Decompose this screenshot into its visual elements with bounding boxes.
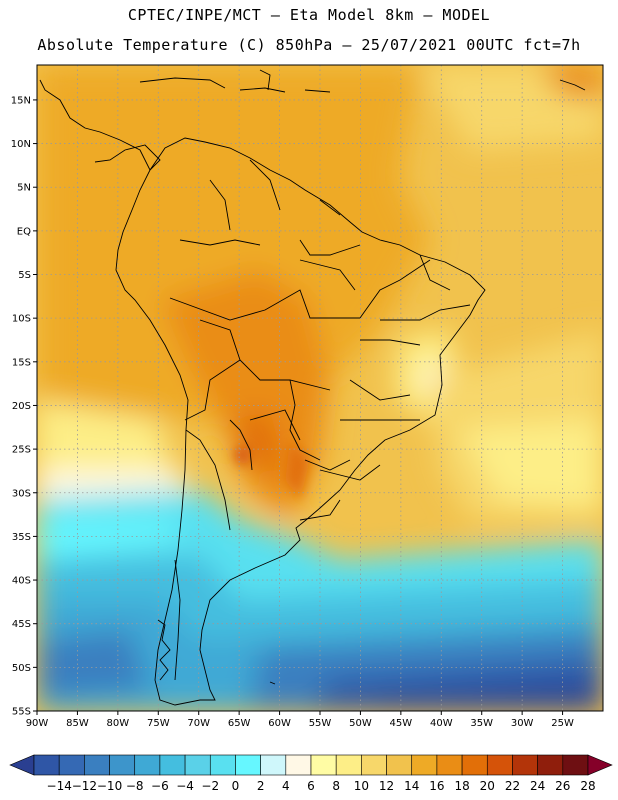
lon-tick-label: 60W	[268, 718, 291, 729]
colorbar-swatch	[209, 754, 236, 776]
colorbar-label: −12	[72, 779, 97, 793]
coastlines	[39, 69, 586, 706]
colorbar-label: −8	[126, 779, 144, 793]
colorbar-label: 18	[454, 779, 469, 793]
lat-tick-label: 10N	[11, 139, 31, 150]
lon-tick-label: 90W	[26, 718, 49, 729]
colorbar-label: −14	[47, 779, 72, 793]
colorbar-swatch	[386, 754, 413, 776]
lat-tick-label: 5S	[18, 270, 31, 281]
lon-tick-label: 75W	[147, 718, 170, 729]
colorbar-label: 10	[354, 779, 369, 793]
lon-tick-label: 80W	[107, 718, 130, 729]
colorbar-swatch	[537, 754, 564, 776]
colorbar-swatch	[58, 754, 85, 776]
lat-tick-label: 40S	[12, 576, 31, 587]
lat-tick-label: 25S	[12, 445, 31, 456]
lat-tick-label: 15N	[11, 95, 31, 106]
colorbar-label: 28	[580, 779, 595, 793]
colorbar-swatch	[411, 754, 438, 776]
colorbar-swatch	[361, 754, 387, 776]
colorbar-label: 16	[429, 779, 444, 793]
colorbar-swatch	[461, 754, 488, 776]
temperature-field	[37, 65, 603, 711]
colorbar-swatch	[134, 754, 161, 776]
colorbar-swatch	[260, 754, 287, 776]
colorbar-swatch	[159, 754, 186, 776]
colorbar-max-arrow	[587, 754, 613, 776]
map-subtitle: Absolute Temperature (C) 850hPa – 25/07/…	[37, 36, 581, 54]
colorbar-label: −2	[201, 779, 219, 793]
colorbar-swatch	[184, 754, 211, 776]
colorbar-swatch	[310, 754, 337, 776]
lat-tick-label: 30S	[12, 488, 31, 499]
colorbar-swatch	[436, 754, 463, 776]
map-title: CPTEC/INPE/MCT – Eta Model 8km – MODEL	[127, 6, 491, 24]
colorbar-label: 0	[232, 779, 240, 793]
lat-tick-label: 55S	[12, 707, 31, 718]
colorbar-label: 8	[332, 779, 340, 793]
colorbar-swatch	[235, 754, 261, 776]
lat-tick-label: 10S	[12, 314, 31, 325]
colorbar-swatch	[109, 754, 136, 776]
longitude-axis: 90W 85W 80W 75W 70W 65W 60W 55W 50W 45W 40W 35W 30W 2…	[26, 711, 574, 729]
colorbar-swatch	[335, 754, 362, 776]
colorbar-label: 20	[480, 779, 495, 793]
lon-tick-label: 55W	[309, 718, 332, 729]
colorbar-label: 24	[530, 779, 545, 793]
lat-tick-label: 35S	[12, 532, 31, 543]
lat-tick-label: 20S	[12, 401, 31, 412]
colorbar-swatch	[33, 754, 60, 776]
lon-tick-label: 45W	[390, 718, 413, 729]
lat-tick-label: 50S	[12, 663, 31, 674]
colorbar-swatch	[486, 754, 513, 776]
colorbar: −14 −12 −10 −8 −6 −4 −2 0 2 4 6 8 10 12 14 16 18 20 22 24 26…	[9, 754, 613, 793]
colorbar-label: 6	[307, 779, 315, 793]
lon-tick-label: 30W	[511, 718, 534, 729]
colorbar-label: 12	[379, 779, 394, 793]
colorbar-label: 26	[555, 779, 570, 793]
lon-tick-label: 70W	[187, 718, 210, 729]
lon-tick-label: 50W	[349, 718, 372, 729]
colorbar-label: 22	[505, 779, 520, 793]
lat-tick-label: 15S	[12, 357, 31, 368]
lon-tick-label: 85W	[66, 718, 89, 729]
lon-tick-label: 65W	[228, 718, 251, 729]
colorbar-swatch	[285, 754, 312, 776]
colorbar-min-arrow	[9, 754, 35, 776]
colorbar-label: 4	[282, 779, 290, 793]
colorbar-label: 2	[257, 779, 265, 793]
lat-tick-label: 45S	[12, 619, 31, 630]
lat-tick-label: 5N	[17, 183, 31, 194]
lon-tick-label: 40W	[430, 718, 453, 729]
colorbar-swatch	[562, 754, 589, 776]
colorbar-label: −6	[151, 779, 169, 793]
colorbar-swatch	[84, 754, 110, 776]
lat-tick-label: EQ	[17, 226, 31, 237]
colorbar-label: −10	[97, 779, 122, 793]
colorbar-label: 14	[404, 779, 419, 793]
lon-tick-label: 25W	[551, 718, 574, 729]
colorbar-label: −4	[176, 779, 194, 793]
lon-tick-label: 35W	[470, 718, 493, 729]
latitude-axis: 15N 10N 5N EQ 5S 10S 15S 20S 25S 30S 35S 40S 45S 50S 5…	[11, 95, 37, 718]
colorbar-swatch	[512, 754, 538, 776]
